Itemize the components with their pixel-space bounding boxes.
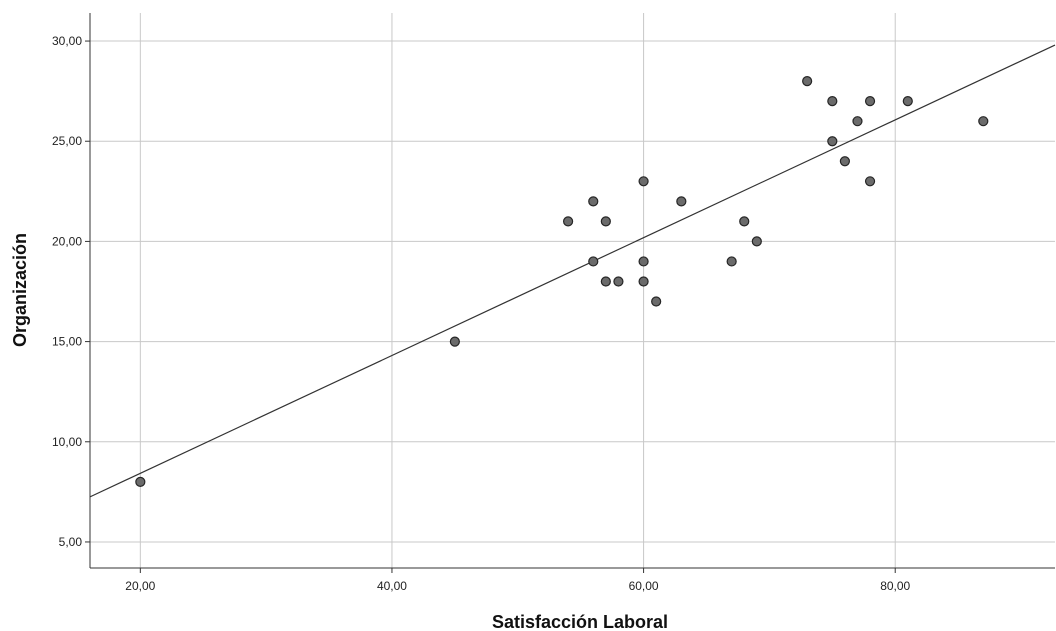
data-point [739,216,750,227]
data-point [638,276,649,287]
data-point [726,256,737,267]
data-point [135,476,146,487]
data-point [588,256,599,267]
data-point [562,216,574,227]
data-point [638,176,649,187]
data-point [852,116,863,127]
data-point [827,136,838,147]
data-point [449,336,460,347]
x-tick-label: 60,00 [629,579,659,593]
fit-layer [89,44,1056,498]
y-axis-title: Organización [10,233,30,347]
y-tick-label: 20,00 [52,234,82,248]
data-point [600,216,611,227]
labels-layer: 20,00 40,00 60,00 80,00 5,00 10,00 15,00 20,00 2… [52,34,911,593]
data-point [864,176,876,187]
regression-line [89,44,1056,498]
data-point [827,96,838,107]
points-layer [135,76,989,487]
data-point [751,236,762,247]
data-point [613,276,624,287]
y-tick-label: 5,00 [59,535,83,549]
data-point [676,196,687,207]
data-point [588,196,599,207]
data-point [978,116,989,127]
x-tick-label: 80,00 [880,579,910,593]
data-point [839,156,850,167]
x-tick-label: 40,00 [377,579,407,593]
data-point [638,256,649,267]
x-tick-label: 20,00 [125,579,155,593]
x-axis-title: Satisfacción Laboral [492,612,668,631]
y-tick-label: 15,00 [52,335,82,349]
data-point [600,276,611,287]
y-tick-label: 10,00 [52,435,82,449]
data-point [902,96,913,107]
y-tick-label: 25,00 [52,134,82,148]
data-point [651,296,662,307]
axis-layer [85,13,1055,573]
data-point [864,96,876,107]
y-tick-label: 30,00 [52,34,82,48]
data-point [802,76,813,87]
grid-layer [90,13,1055,568]
